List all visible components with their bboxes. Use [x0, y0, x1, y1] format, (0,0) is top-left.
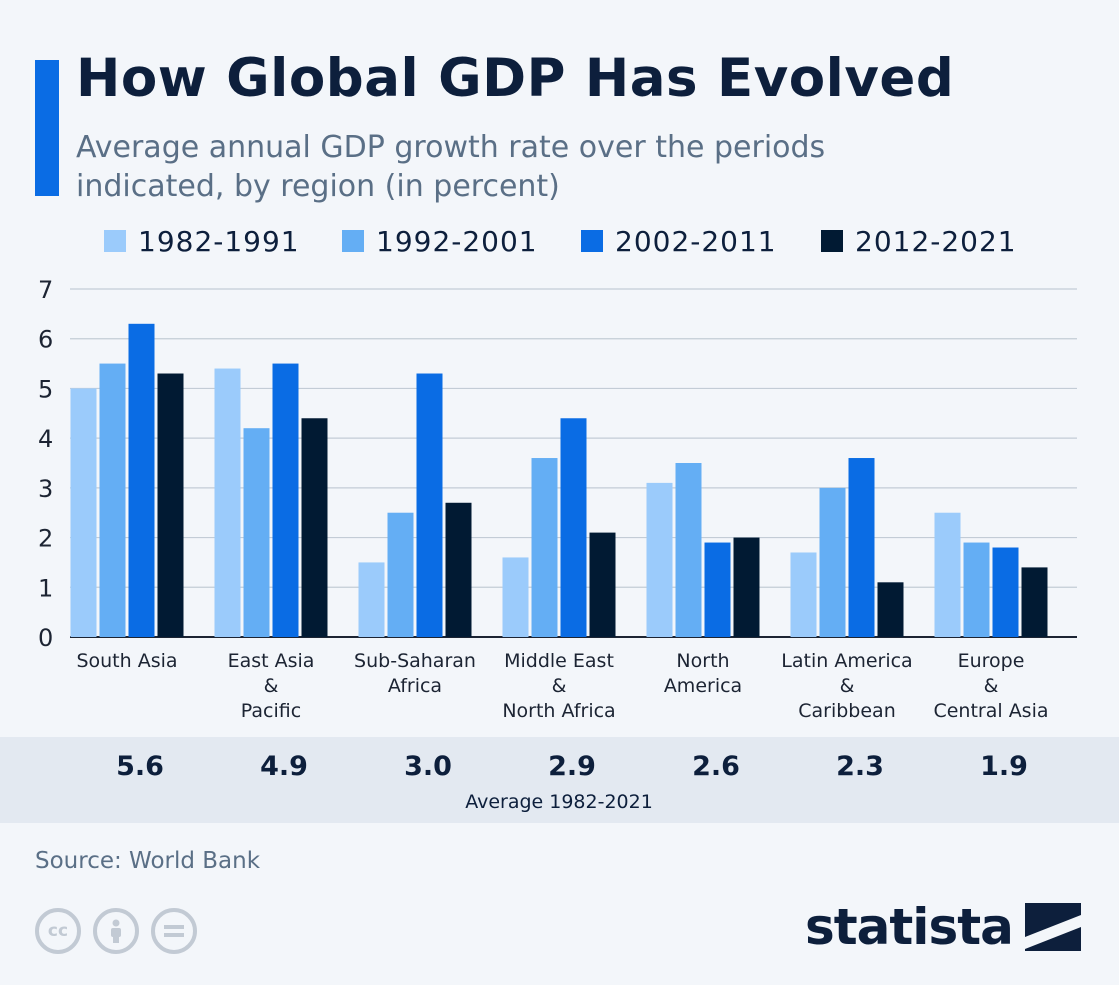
chart-subtitle: Average annual GDP growth rate over the … — [76, 130, 826, 204]
x-tick-label: Europe & Central Asia — [933, 650, 1048, 722]
title-accent-bar — [35, 60, 59, 196]
x-tick-label: South Asia — [76, 650, 177, 672]
y-tick-label: 3 — [38, 475, 53, 503]
average-value: 5.6 — [116, 751, 164, 782]
averages-band — [0, 737, 1119, 823]
bar — [848, 458, 875, 637]
bar — [157, 373, 184, 637]
bar — [934, 512, 961, 637]
average-value: 2.6 — [692, 751, 740, 782]
source-note: Source: World Bank — [35, 848, 261, 874]
bar — [992, 547, 1019, 637]
license-icons: cc — [35, 908, 197, 954]
average-value: 4.9 — [260, 751, 308, 782]
legend-swatch — [342, 230, 364, 252]
average-value: 2.9 — [548, 751, 596, 782]
bar — [445, 502, 472, 637]
legend-swatch — [581, 230, 603, 252]
bar-chart: 1982-1991 1992-2001 2002-2011 2012-2021 0 1 2 3… — [38, 225, 1077, 813]
x-tick-label: East Asia & Pacific — [228, 650, 315, 722]
by-icon[interactable] — [93, 908, 139, 954]
bar — [589, 532, 616, 637]
averages-label: Average 1982-2021 — [465, 791, 653, 813]
y-tick-label: 6 — [38, 326, 53, 354]
average-value: 2.3 — [836, 751, 884, 782]
cc-icon[interactable]: cc — [35, 908, 81, 954]
bar — [301, 418, 328, 637]
average-value: 3.0 — [404, 751, 452, 782]
bar — [560, 418, 587, 637]
bar — [128, 323, 155, 637]
x-tick-label: Latin America & Caribbean — [781, 650, 912, 722]
x-tick-label: Sub-Saharan Africa — [354, 650, 476, 697]
y-tick-label: 5 — [38, 375, 53, 403]
legend-swatch — [821, 230, 843, 252]
legend-swatch — [104, 230, 126, 252]
legend-label: 2002-2011 — [615, 225, 777, 258]
y-tick-label: 7 — [38, 276, 53, 304]
y-tick-label: 4 — [38, 425, 53, 453]
bar — [646, 482, 673, 637]
bar — [99, 363, 126, 637]
bar — [502, 557, 529, 637]
bar — [1021, 567, 1048, 637]
bar — [243, 428, 270, 637]
legend-label: 1992-2001 — [376, 225, 538, 258]
bar — [416, 373, 443, 637]
chart-title: How Global GDP Has Evolved — [76, 48, 955, 109]
bar — [733, 537, 760, 637]
bar — [358, 562, 385, 637]
statista-wordmark: statista — [805, 898, 1014, 956]
bar — [387, 512, 414, 637]
statista-logo-icon — [1024, 903, 1081, 951]
bar — [531, 458, 558, 637]
legend-label: 1982-1991 — [138, 225, 300, 258]
y-tick-label: 1 — [38, 574, 53, 602]
bar — [877, 582, 904, 637]
y-tick-label: 0 — [38, 624, 53, 652]
bar — [214, 368, 241, 637]
bar — [70, 388, 97, 637]
x-tick-label: North America — [664, 650, 742, 697]
legend-label: 2012-2021 — [855, 225, 1017, 258]
y-tick-label: 2 — [38, 525, 53, 553]
x-tick-label: Middle East & North Africa — [502, 650, 615, 722]
average-value: 1.9 — [980, 751, 1028, 782]
bar — [272, 363, 299, 637]
nd-icon[interactable] — [151, 908, 197, 954]
bar — [963, 542, 990, 637]
bar — [675, 463, 702, 637]
bar — [704, 542, 731, 637]
statista-logo[interactable]: statista — [805, 898, 1081, 956]
bar — [790, 552, 817, 637]
bar — [819, 487, 846, 637]
